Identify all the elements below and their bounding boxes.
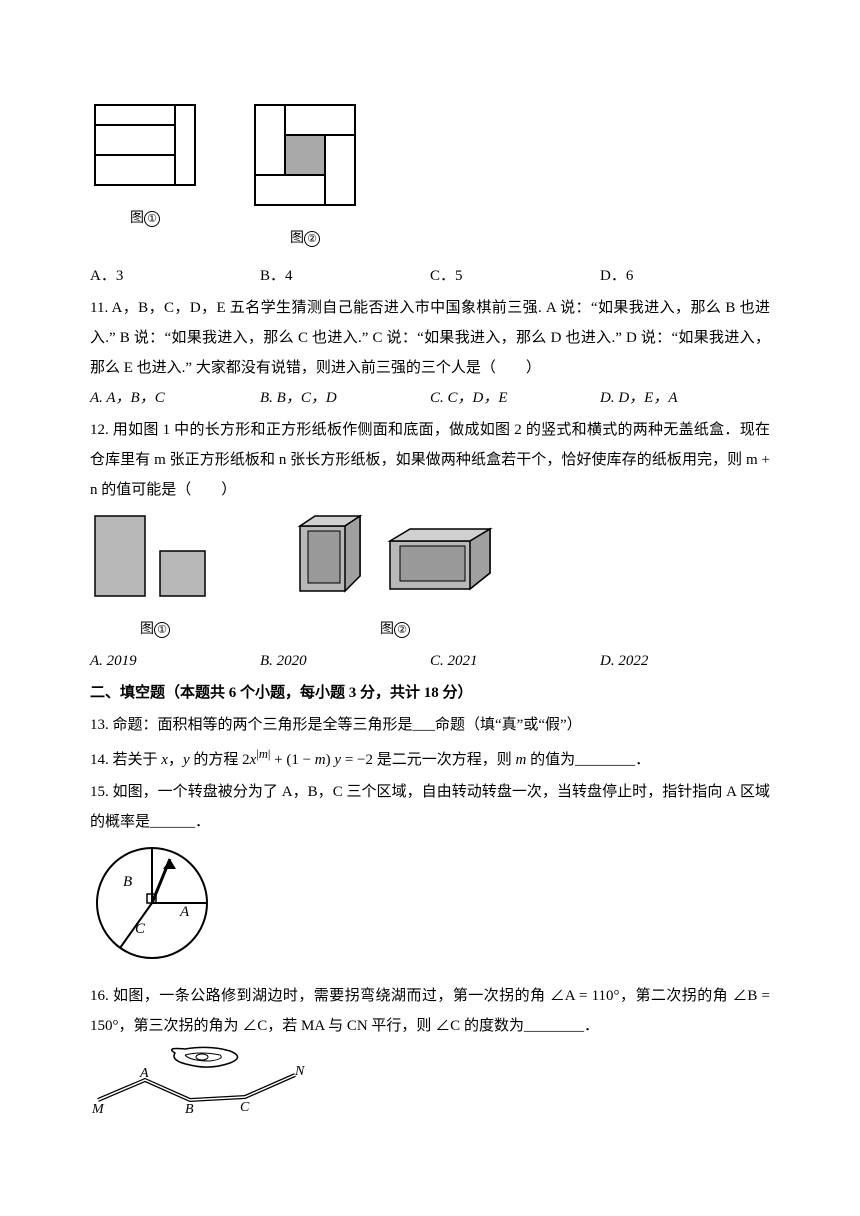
q12-fig2-svg	[290, 511, 500, 601]
q11-option-a: A. A，B，C	[90, 383, 260, 413]
svg-text:C: C	[240, 1100, 250, 1115]
figure-1-label: 图①	[90, 205, 200, 233]
road-svg: M A B C N	[90, 1045, 310, 1120]
spinner-svg: A B C	[90, 841, 215, 966]
q12-options: A. 2019 B. 2020 C. 2021 D. 2022	[90, 646, 770, 676]
q11-options: A. A，B，C B. B，C，D C. C，D，E D. D，E，A	[90, 383, 770, 413]
spinner-label-a: A	[179, 904, 190, 920]
figure-2-svg	[250, 100, 360, 210]
figure-1-svg	[90, 100, 200, 190]
q16-text: 16. 如图，一条公路修到湖边时，需要拐弯绕湖而过，第一次拐的角 ∠A = 11…	[90, 981, 770, 1041]
svg-text:M: M	[91, 1102, 105, 1117]
q10-options: A．3 B．4 C．5 D．6	[90, 261, 770, 291]
q13-text: 13. 命题：面积相等的两个三角形是全等三角形是___命题（填“真”或“假”）	[90, 710, 770, 740]
q12-fig1: 图①	[90, 511, 220, 644]
q15-figure: A B C	[90, 841, 770, 977]
q14-text: 14. 若关于 x，y 的方程 2x|m| + (1 − m) y = −2 是…	[90, 742, 770, 775]
figure-1-container: 图①	[90, 100, 200, 253]
svg-text:B: B	[185, 1102, 194, 1117]
svg-text:A: A	[139, 1066, 149, 1081]
spinner-label-c: C	[135, 921, 146, 937]
q10-figures: 图① 图②	[90, 100, 770, 253]
q10-option-b: B．4	[260, 261, 430, 291]
spinner-label-b: B	[123, 874, 132, 890]
q12-option-c: C. 2021	[430, 646, 600, 676]
figure-2-container: 图②	[250, 100, 360, 253]
q11-text: 11. A，B，C，D，E 五名学生猜测自己能否进入市中国象棋前三强. A 说：…	[90, 293, 770, 383]
q12-option-b: B. 2020	[260, 646, 430, 676]
q10-option-c: C．5	[430, 261, 600, 291]
q12-option-a: A. 2019	[90, 646, 260, 676]
q10-option-d: D．6	[600, 261, 770, 291]
figure-2-label: 图②	[250, 225, 360, 253]
q16-figure: M A B C N	[90, 1045, 770, 1131]
q12-fig2: 图②	[290, 511, 500, 644]
q12-fig1-svg	[90, 511, 220, 601]
q12-fig1-label: 图①	[90, 616, 220, 644]
q11-option-b: B. B，C，D	[260, 383, 430, 413]
q10-option-a: A．3	[90, 261, 260, 291]
q12-option-d: D. 2022	[600, 646, 770, 676]
q12-text: 12. 用如图 1 中的长方形和正方形纸板作侧面和底面，做成如图 2 的竖式和横…	[90, 415, 770, 505]
q11-option-c: C. C，D，E	[430, 383, 600, 413]
q11-option-d: D. D，E，A	[600, 383, 770, 413]
svg-text:N: N	[294, 1064, 305, 1079]
q15-text: 15. 如图，一个转盘被分为了 A，B，C 三个区域，自由转动转盘一次，当转盘停…	[90, 777, 770, 837]
q12-fig2-label: 图②	[290, 616, 500, 644]
section-2-title: 二、填空题（本题共 6 个小题，每小题 3 分，共计 18 分）	[90, 678, 770, 708]
q12-figures: 图① 图②	[90, 511, 770, 644]
